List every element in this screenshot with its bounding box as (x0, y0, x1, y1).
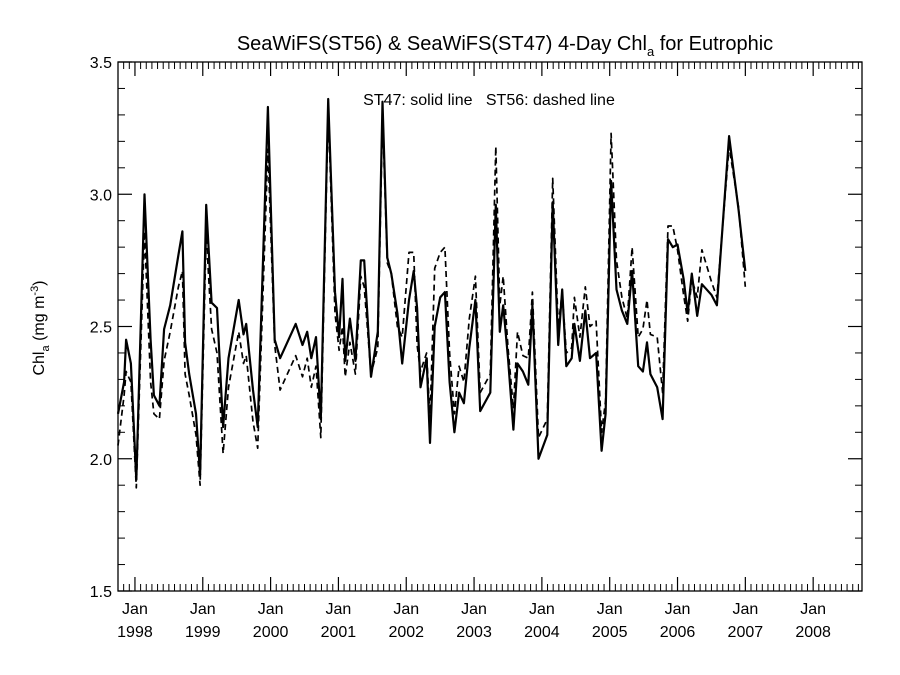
y-tick-label: 1.5 (90, 584, 112, 601)
y-axis-label-close: ) (31, 280, 48, 285)
x-tick-label-year: 2008 (795, 624, 831, 641)
chart-annotation: ST47: solid line ST56: dashed line (363, 92, 615, 109)
x-tick-label-year: 1998 (117, 624, 153, 641)
x-tick-label-month: Jan (597, 601, 623, 618)
chart-title-end: for Eutrophic (654, 33, 773, 55)
y-tick-label: 3.5 (90, 55, 112, 72)
x-tick-label-month: Jan (529, 601, 555, 618)
x-tick-label-month: Jan (122, 601, 148, 618)
y-axis-label: Chla (mg m-3) (29, 280, 52, 375)
chart-title: SeaWiFS(ST56) & SeaWiFS(ST47) 4-Day Chla… (237, 33, 773, 59)
x-tick-label-month: Jan (665, 601, 691, 618)
y-axis-label-units: (mg m (31, 296, 48, 346)
axes: 1.5 2.0 2.5 3.0 3.5 Jan 1998 Jan 1999 Jan 2000 Jan 2… (90, 55, 862, 641)
chart-title-main: SeaWiFS(ST56) & SeaWiFS(ST47) 4-Day Chl (237, 33, 647, 55)
x-tick-label-month: Jan (258, 601, 284, 618)
y-axis-label-subscript: a (40, 345, 52, 352)
y-tick-label: 2.0 (90, 452, 112, 469)
x-tick-label-year: 2002 (388, 624, 424, 641)
series-line-st47 (116, 97, 747, 481)
x-tick-label-year: 2003 (456, 624, 492, 641)
series-line-st56 (117, 108, 747, 489)
series-group (116, 97, 747, 489)
x-tick-label-year: 2007 (728, 624, 764, 641)
x-tick-label-year: 2004 (524, 624, 560, 641)
x-tick-label-month: Jan (393, 601, 419, 618)
x-tick-label-month: Jan (326, 601, 352, 618)
x-tick-label-year: 2000 (253, 624, 289, 641)
x-tick-label-month: Jan (190, 601, 216, 618)
y-tick-label: 2.5 (90, 320, 112, 337)
y-tick-label: 3.0 (90, 187, 112, 204)
chart-title-subscript: a (647, 44, 655, 59)
x-tick-label-month: Jan (732, 601, 758, 618)
y-axis-label-superscript: -3 (29, 286, 41, 296)
x-tick-label-year: 1999 (185, 624, 221, 641)
plot-frame (117, 61, 863, 592)
x-tick-label-year: 2001 (321, 624, 357, 641)
x-tick-label-year: 2005 (592, 624, 628, 641)
y-axis-label-base: Chl (31, 352, 48, 376)
x-tick-label-year: 2006 (660, 624, 696, 641)
x-tick-label-month: Jan (800, 601, 826, 618)
x-tick-label-month: Jan (461, 601, 487, 618)
